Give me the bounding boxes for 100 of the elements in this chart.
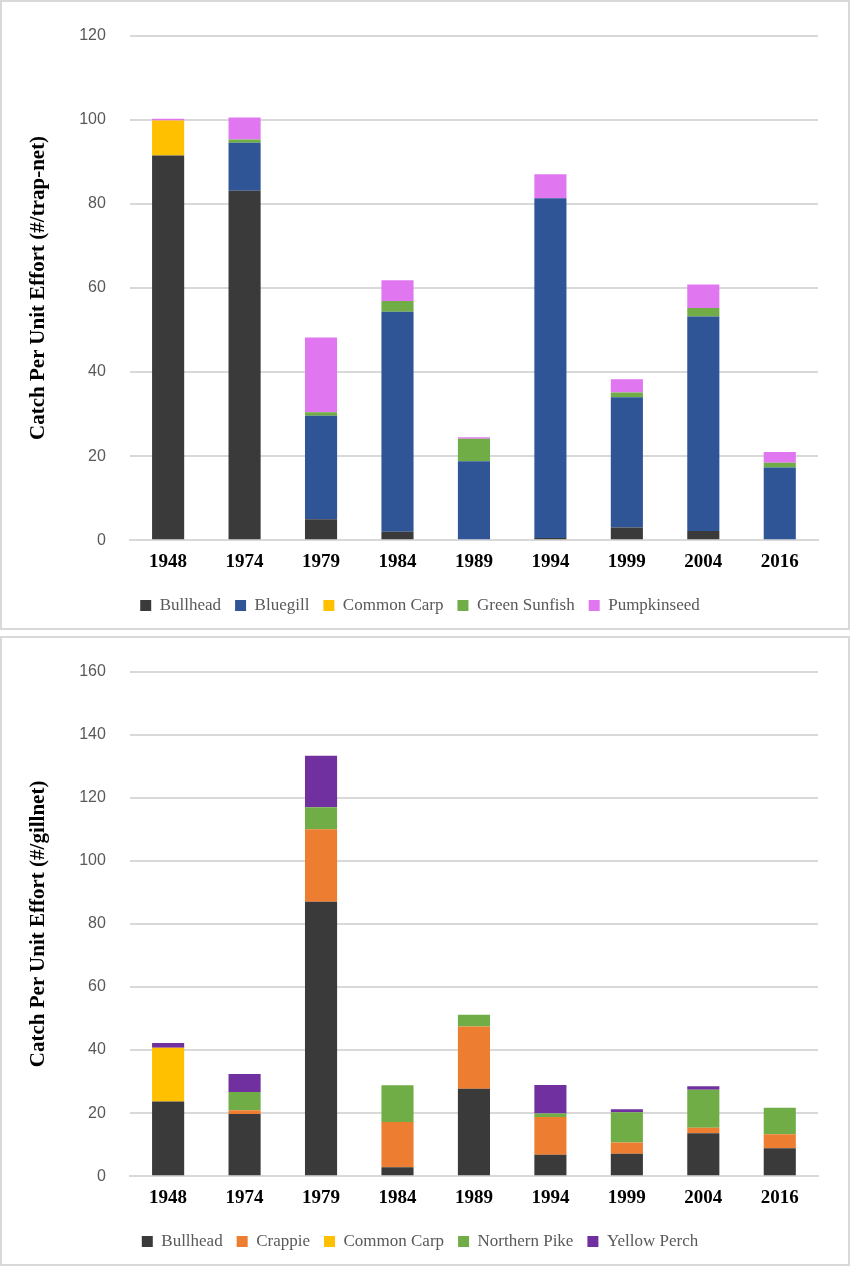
x-tick-label: 2016 bbox=[760, 549, 799, 571]
bar bbox=[610, 527, 643, 540]
bar bbox=[687, 284, 720, 309]
x-tick-label: 1974 bbox=[225, 1185, 265, 1207]
bar bbox=[534, 1113, 567, 1117]
bar bbox=[763, 1107, 796, 1135]
bar bbox=[457, 1088, 490, 1176]
bar bbox=[228, 1110, 261, 1115]
y-tick-label: 20 bbox=[88, 446, 106, 464]
bar bbox=[534, 198, 567, 539]
bar bbox=[687, 1089, 720, 1128]
bar bbox=[228, 142, 261, 191]
bar bbox=[763, 1148, 796, 1176]
bar bbox=[687, 530, 720, 540]
bar bbox=[304, 829, 338, 902]
x-tick-label: 1999 bbox=[607, 1185, 646, 1207]
bar bbox=[381, 531, 414, 540]
bar bbox=[610, 1109, 643, 1113]
y-tick-label: 160 bbox=[79, 662, 106, 680]
bar bbox=[457, 461, 490, 540]
legend-label: Northern Pike bbox=[477, 1230, 574, 1250]
y-tick-label: 120 bbox=[79, 788, 106, 806]
y-tick-label: 60 bbox=[88, 278, 106, 296]
legend-label: Green Sunfish bbox=[476, 594, 576, 614]
y-axis-title: Catch Per Unit Effort (#/gillnet) bbox=[25, 780, 50, 1068]
bar bbox=[381, 1085, 414, 1122]
bar bbox=[304, 755, 338, 808]
bar bbox=[381, 300, 414, 312]
bar bbox=[304, 807, 338, 830]
y-axis-title: Catch Per Unit Effort (#/trap-net) bbox=[25, 135, 50, 440]
bar bbox=[610, 1153, 643, 1176]
y-tick-label: 20 bbox=[88, 1103, 106, 1121]
bar bbox=[152, 1101, 185, 1176]
x-tick-label: 1974 bbox=[225, 549, 265, 571]
legend-label: Crappie bbox=[256, 1230, 310, 1250]
bar bbox=[152, 120, 185, 156]
y-tick-label: 100 bbox=[79, 851, 106, 869]
y-tick-label: 80 bbox=[88, 194, 106, 212]
legend-label: Common Carp bbox=[343, 1230, 445, 1250]
bar bbox=[381, 1121, 414, 1168]
bar bbox=[381, 280, 414, 301]
legend-label: Yellow Perch bbox=[606, 1230, 699, 1250]
bar bbox=[687, 1133, 720, 1176]
bar bbox=[763, 467, 796, 540]
y-tick-label: 80 bbox=[88, 914, 106, 932]
x-tick-label: 1979 bbox=[302, 1185, 341, 1207]
x-tick-label: 2004 bbox=[684, 1185, 723, 1207]
bar bbox=[610, 397, 643, 528]
y-tick-label: 0 bbox=[96, 1166, 106, 1184]
bar bbox=[152, 1043, 185, 1048]
y-tick-label: 140 bbox=[79, 725, 106, 743]
bar bbox=[610, 379, 643, 393]
bar bbox=[457, 438, 490, 462]
bar bbox=[687, 308, 720, 317]
bar bbox=[152, 155, 185, 540]
legend-label: Bullhead bbox=[161, 1230, 224, 1250]
bar bbox=[687, 316, 720, 531]
bar bbox=[304, 337, 338, 413]
x-tick-label: 1948 bbox=[149, 1185, 188, 1207]
bar bbox=[304, 519, 338, 540]
bar bbox=[763, 1134, 796, 1149]
y-tick-label: 120 bbox=[79, 26, 106, 44]
bar bbox=[457, 1014, 490, 1027]
x-tick-label: 1994 bbox=[531, 549, 570, 571]
bar bbox=[228, 1114, 261, 1176]
x-tick-label: 1984 bbox=[378, 1185, 417, 1207]
y-tick-label: 100 bbox=[79, 110, 106, 128]
bar bbox=[534, 1154, 567, 1176]
bar bbox=[687, 1086, 720, 1090]
bar bbox=[228, 190, 261, 540]
x-tick-label: 2004 bbox=[684, 549, 723, 571]
legend-label: Pumpkinseed bbox=[608, 594, 701, 614]
legend-label: Bluegill bbox=[254, 594, 310, 614]
x-tick-label: 1989 bbox=[454, 549, 493, 571]
bar bbox=[304, 415, 338, 520]
bar bbox=[763, 451, 796, 463]
bar bbox=[534, 174, 567, 199]
x-tick-label: 1999 bbox=[607, 549, 646, 571]
bar bbox=[610, 1112, 643, 1143]
x-tick-label: 1984 bbox=[378, 549, 417, 571]
bar bbox=[152, 1047, 185, 1102]
bar bbox=[457, 1026, 490, 1089]
y-tick-label: 60 bbox=[88, 977, 106, 995]
bar bbox=[534, 1116, 567, 1155]
x-tick-label: 1979 bbox=[302, 549, 341, 571]
bar bbox=[381, 1167, 414, 1176]
y-tick-label: 40 bbox=[88, 362, 106, 380]
bar bbox=[534, 1085, 567, 1114]
y-tick-label: 40 bbox=[88, 1040, 106, 1058]
legend-label: Bullhead bbox=[159, 594, 222, 614]
bar bbox=[228, 1091, 261, 1111]
bar bbox=[381, 311, 414, 532]
x-tick-label: 2016 bbox=[760, 1185, 799, 1207]
x-tick-label: 1948 bbox=[149, 549, 188, 571]
bar bbox=[228, 139, 261, 143]
bar bbox=[610, 1142, 643, 1154]
bar bbox=[228, 1074, 261, 1092]
x-tick-label: 1989 bbox=[454, 1185, 493, 1207]
legend-label: Common Carp bbox=[342, 594, 444, 614]
bar bbox=[228, 117, 261, 140]
